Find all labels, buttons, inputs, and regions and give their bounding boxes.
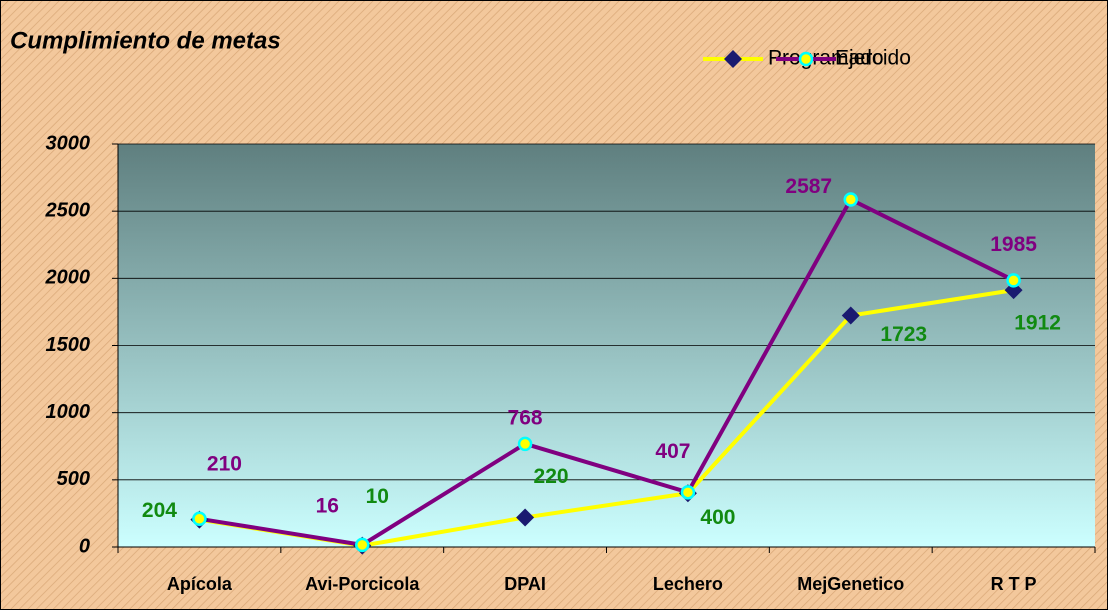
x-tick-label: Lechero <box>653 574 723 594</box>
marker <box>517 436 533 452</box>
y-tick-label: 500 <box>57 468 90 490</box>
data-label: 220 <box>534 465 569 488</box>
data-label: 407 <box>655 440 690 463</box>
data-label: 204 <box>142 499 177 522</box>
marker <box>841 306 860 325</box>
marker <box>192 511 207 527</box>
y-tick-label: 2000 <box>45 267 91 289</box>
y-tick-label: 1500 <box>46 334 91 356</box>
y-tick-label: 3000 <box>46 132 91 154</box>
x-tick-label: R T P <box>991 574 1037 594</box>
data-label: 1985 <box>990 233 1037 256</box>
y-tick-label: 1000 <box>46 401 91 423</box>
data-label: 1723 <box>880 323 927 346</box>
x-tick-label: Avi-Porcicola <box>305 574 420 594</box>
data-label: 400 <box>700 506 735 529</box>
data-label: 16 <box>316 494 339 517</box>
marker <box>516 508 535 527</box>
data-label: 1912 <box>1014 312 1061 335</box>
legend-marker <box>798 51 814 67</box>
legend-marker <box>724 50 742 68</box>
y-tick-label: 0 <box>79 535 90 557</box>
x-tick-label: Apícola <box>167 574 233 594</box>
marker <box>843 192 858 207</box>
legend-label: Ejercido <box>835 47 911 70</box>
marker <box>355 537 370 553</box>
data-label: 10 <box>366 485 389 508</box>
data-label: 768 <box>508 406 543 429</box>
marker <box>680 485 696 500</box>
y-tick-label: 2500 <box>45 199 91 221</box>
series-line <box>199 197 1015 547</box>
data-label: 210 <box>207 452 242 475</box>
x-tick-label: DPAI <box>504 574 546 594</box>
marker <box>1006 273 1021 288</box>
x-tick-label: MejGenetico <box>797 574 904 594</box>
data-label: 2587 <box>785 175 832 198</box>
chart-title: Cumplimiento de metas <box>10 27 281 54</box>
